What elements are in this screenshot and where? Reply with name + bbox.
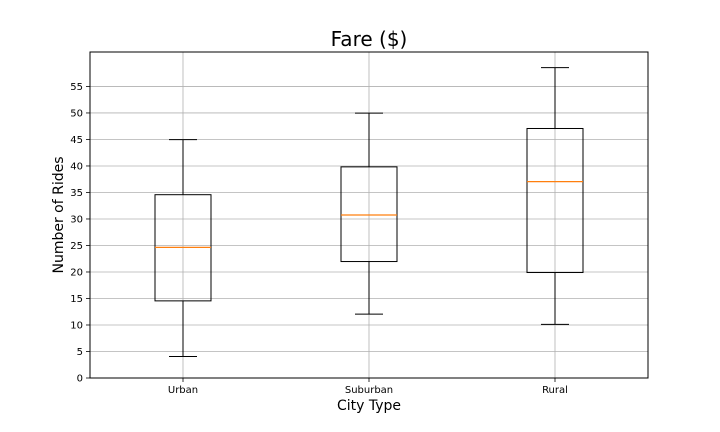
- box-group-rural: [526, 67, 584, 325]
- y-tick-label: 0: [77, 374, 83, 385]
- y-tick-label: 40: [70, 161, 83, 172]
- y-axis-title: Number of Rides: [51, 156, 67, 273]
- box-layer: [154, 67, 584, 358]
- x-tick-label: Urban: [168, 385, 198, 396]
- tick-layer: 0 5 10 15 20 25 30 35 40 45 50 55 Urban Suburban Rural: [70, 82, 568, 396]
- x-tick-label: Rural: [542, 385, 568, 396]
- y-tick-label: 20: [70, 267, 83, 278]
- x-axis-title: City Type: [337, 398, 401, 414]
- y-tick-label: 5: [77, 347, 83, 358]
- iqr-box: [526, 127, 584, 274]
- y-tick-label: 50: [70, 108, 83, 119]
- y-tick-label: 25: [70, 241, 83, 252]
- y-tick-label: 35: [70, 188, 83, 199]
- y-tick-label: 15: [70, 294, 83, 305]
- box-group-suburban: [340, 112, 398, 315]
- y-tick-label: 45: [70, 135, 83, 146]
- box-group-urban: [154, 139, 212, 358]
- y-tick-label: 55: [70, 82, 83, 93]
- iqr-box: [340, 166, 398, 263]
- y-tick-label: 10: [70, 320, 83, 331]
- y-tick-label: 30: [70, 214, 83, 225]
- chart-title: Fare ($): [331, 27, 408, 51]
- x-tick-label: Suburban: [345, 385, 393, 396]
